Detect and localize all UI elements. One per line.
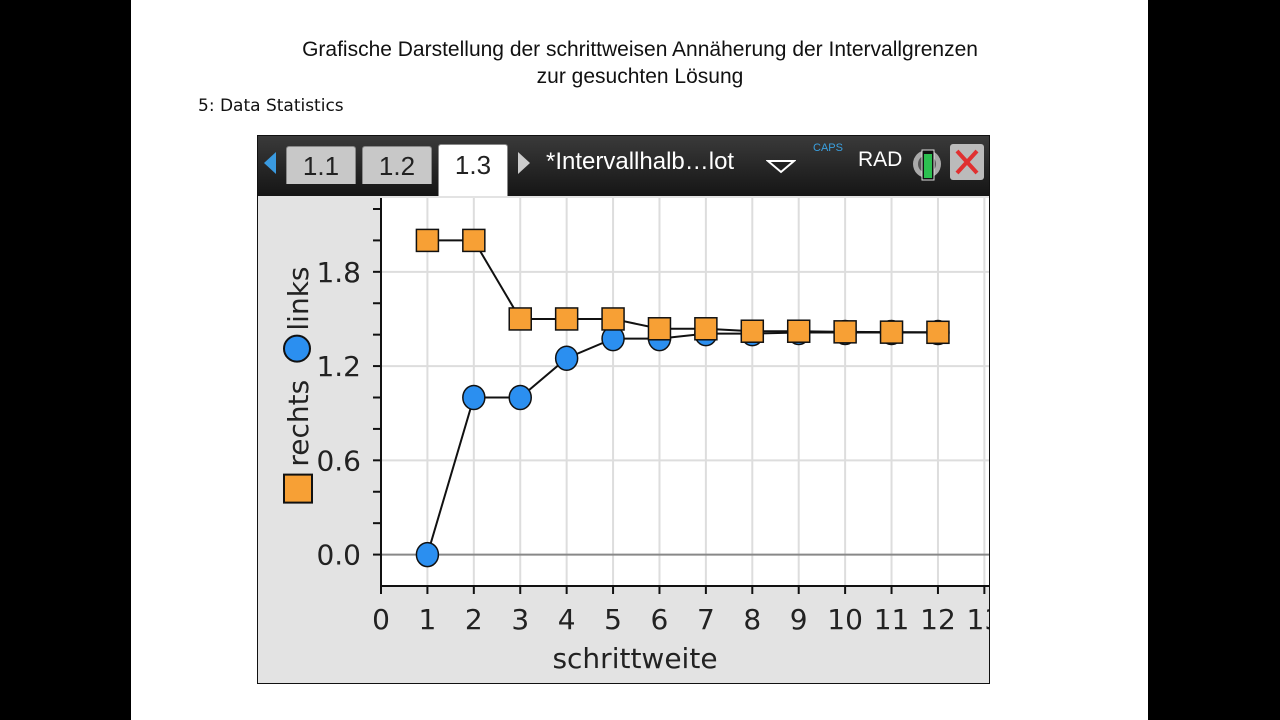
point-rechts (508, 307, 532, 331)
toolbar: 1.1 1.2 1.3 *Intervallhalb…lot CAPS RAD (258, 136, 989, 196)
angle-mode: RAD (858, 148, 903, 171)
x-tick-label: 9 (790, 603, 808, 636)
x-tick-label: 10 (827, 603, 863, 636)
x-axis-label: schrittweite (552, 642, 717, 675)
caps-indicator: CAPS (813, 142, 843, 154)
point-rechts (462, 228, 486, 253)
legend-label-links: links (282, 266, 315, 330)
y-axis-legend: rechts links (282, 266, 315, 504)
x-tick-label: 7 (697, 603, 715, 636)
point-links (554, 345, 579, 371)
x-tick-label: 11 (874, 603, 910, 636)
x-tick-label: 2 (465, 603, 483, 636)
x-tick-label: 13 (967, 603, 989, 636)
battery-gear-icon[interactable] (910, 144, 944, 184)
y-tick-label: 1.8 (316, 256, 361, 289)
x-tick-label: 1 (418, 603, 436, 636)
point-rechts (554, 307, 579, 331)
legend-square-icon (283, 473, 313, 504)
x-tick-label: 12 (920, 603, 956, 636)
document-title[interactable]: *Intervallhalb…lot (546, 148, 735, 175)
point-rechts (647, 317, 672, 341)
x-tick-label: 6 (651, 603, 669, 636)
legend-circle-icon (283, 334, 311, 363)
calculator-screen: 1.1 1.2 1.3 *Intervallhalb…lot CAPS RAD … (257, 135, 990, 684)
point-links (462, 384, 486, 411)
x-tick-label: 4 (558, 603, 576, 636)
point-links (415, 541, 440, 568)
tab-right-arrow-icon[interactable] (518, 152, 530, 174)
tab-1-2[interactable]: 1.2 (362, 146, 432, 184)
x-tick-label: 8 (743, 603, 761, 636)
y-tick-label: 0.6 (316, 444, 361, 477)
point-rechts (415, 228, 440, 253)
dropdown-triangle-icon[interactable] (766, 158, 796, 174)
point-rechts (879, 320, 904, 344)
tab-1-1[interactable]: 1.1 (286, 146, 356, 184)
close-button[interactable] (950, 144, 984, 180)
title-line-2: zur gesuchten Lösung (536, 65, 744, 88)
tab-left-arrow-icon[interactable] (264, 152, 276, 174)
y-tick-label: 0.0 (316, 539, 361, 572)
point-rechts (833, 320, 857, 344)
legend-label-rechts: rechts (282, 380, 315, 467)
tab-1-3[interactable]: 1.3 (438, 144, 508, 196)
x-tick-label: 0 (372, 603, 390, 636)
point-rechts (926, 320, 950, 345)
title-line-1: Grafische Darstellung der schrittweisen … (302, 38, 978, 61)
point-rechts (694, 317, 718, 341)
close-icon (955, 149, 979, 175)
x-tick-label: 5 (604, 603, 622, 636)
plot-area[interactable]: 0.00.61.21.8012345678910111213schrittwei… (258, 196, 989, 683)
point-rechts (601, 307, 625, 331)
point-rechts (786, 319, 811, 343)
slide-title: Grafische Darstellung der schrittweisen … (0, 36, 1280, 90)
y-tick-label: 1.2 (316, 350, 361, 383)
x-tick-label: 3 (511, 603, 529, 636)
point-rechts (740, 319, 765, 343)
point-links (508, 384, 532, 411)
slide-subtitle: 5: Data Statistics (198, 96, 344, 116)
